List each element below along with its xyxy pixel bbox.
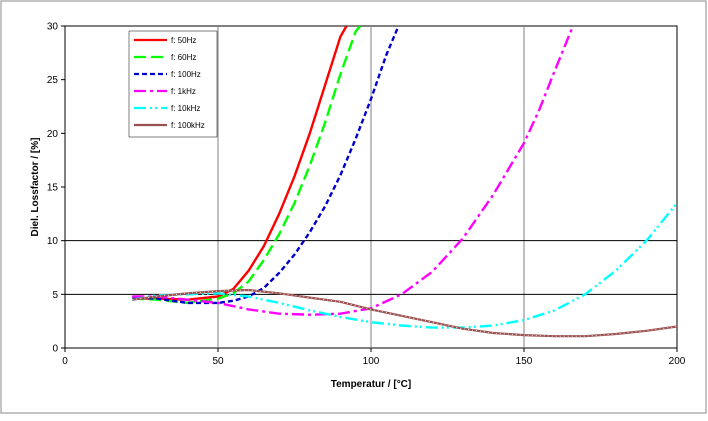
legend-label-3: f: 1kHz: [171, 87, 196, 96]
x-tick-label: 150: [516, 356, 533, 367]
x-tick-label: 200: [669, 356, 686, 367]
legend-label-0: f: 50Hz: [171, 36, 196, 45]
x-tick-label: 100: [363, 356, 380, 367]
series-line-4: [132, 202, 677, 329]
y-tick-label: 15: [47, 183, 59, 194]
series-lines: [132, 26, 677, 338]
tick-labels: 0 50 100 150 200 0 5 10 15 20 25 30: [47, 22, 686, 368]
legend-label-2: f: 100Hz: [171, 70, 201, 79]
x-axis-title: Temperatur / [°C]: [331, 379, 412, 390]
legend-label-1: f: 60Hz: [171, 53, 196, 62]
y-tick-label: 10: [47, 236, 59, 247]
legend: f: 50Hz f: 60Hz f: 100Hz f: 1kHz f: 10kHz f: …: [128, 30, 218, 138]
y-axis-title: Diel. Lossfactor / [%]: [30, 138, 41, 237]
y-tick-label: 20: [47, 129, 59, 140]
x-tick-label: 0: [62, 356, 68, 367]
y-tick-label: 25: [47, 75, 59, 86]
y-tick-label: 0: [52, 344, 58, 355]
series-line-2: [132, 26, 400, 305]
legend-box: [128, 30, 218, 138]
x-tick-label: 50: [212, 356, 224, 367]
y-tick-label: 30: [47, 22, 59, 33]
y-tick-label: 5: [52, 290, 58, 301]
series-dots-5: [132, 289, 677, 337]
legend-label-4: f: 10kHz: [171, 104, 200, 113]
legend-label-5: f: 100kHz: [171, 121, 205, 130]
